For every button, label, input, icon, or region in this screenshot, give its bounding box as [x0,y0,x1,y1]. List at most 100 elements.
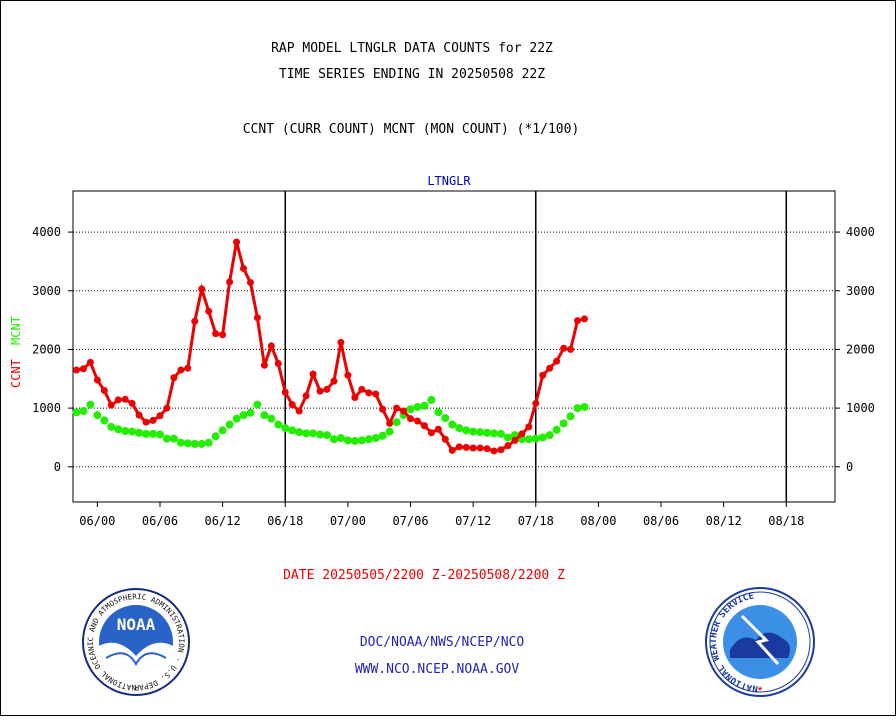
data-point-ccnt [580,315,588,323]
xtick-label: 06/00 [79,514,115,528]
data-point-ccnt [177,366,185,374]
data-point-mcnt [79,407,88,416]
data-point-ccnt [525,423,533,431]
tick-layer: 0 0 1000 1000 2000 2000 3000 3000 4000 4000 06/00 0… [32,225,875,528]
data-point-mcnt [114,425,123,434]
data-point-mcnt [392,418,401,427]
data-point-mcnt [190,439,199,448]
data-point-mcnt [246,408,255,417]
data-point-mcnt [524,435,533,444]
date-range: DATE 20250505/2200 Z-20250508/2200 Z [283,568,565,583]
data-point-mcnt [385,427,394,436]
xtick-label: 07/00 [330,514,366,528]
data-point-mcnt [371,434,380,443]
data-point-mcnt [204,438,213,447]
xtick-label: 08/06 [643,514,679,528]
data-point-mcnt [93,411,102,420]
ytick-label-left: 1000 [32,401,61,415]
data-point-ccnt [219,331,227,339]
data-point-ccnt [427,429,435,437]
data-point-mcnt [378,431,387,440]
data-point-ccnt [379,405,387,413]
data-point-ccnt [476,444,484,452]
data-point-ccnt [107,401,115,409]
data-point-ccnt [233,238,241,246]
data-point-ccnt [337,338,345,346]
xtick-label: 08/18 [768,514,804,528]
data-point-mcnt [155,430,164,439]
data-point-ccnt [511,436,519,444]
data-point-ccnt [532,399,540,407]
data-point-mcnt [580,402,589,411]
data-point-mcnt [552,425,561,434]
data-point-mcnt [329,435,338,444]
data-point-ccnt [316,387,324,395]
xtick-label: 06/12 [205,514,241,528]
data-point-mcnt [559,419,568,428]
data-point-ccnt [191,317,199,325]
data-point-ccnt [483,445,491,453]
data-point-mcnt [142,429,151,438]
data-point-mcnt [302,429,311,438]
data-point-mcnt [253,400,262,409]
data-point-mcnt [169,434,178,443]
data-point-mcnt [162,434,171,443]
data-point-ccnt [365,389,373,397]
data-point-mcnt [434,408,443,417]
data-point-ccnt [490,447,498,455]
data-point-mcnt [531,434,540,443]
data-point-ccnt [567,345,575,353]
data-point-mcnt [225,420,234,429]
ytick-label-left: 4000 [32,225,61,239]
ylabel-ccnt: CCNT [9,359,23,388]
data-point-ccnt [198,285,206,293]
data-point-mcnt [121,426,130,435]
data-point-ccnt [434,425,442,433]
chart-subtitle: CCNT (CURR COUNT) MCNT (MON COUNT) (*1/1… [243,122,580,137]
data-point-mcnt [483,428,492,437]
xtick-label: 08/12 [706,514,742,528]
data-point-ccnt [413,417,421,425]
url-line: WWW.NCO.NCEP.NOAA.GOV [355,662,520,677]
data-point-ccnt [121,395,129,403]
data-point-ccnt [455,443,463,451]
data-point-ccnt [274,360,282,368]
data-point-ccnt [100,387,108,395]
data-point-mcnt [455,424,464,433]
ytick-label-left: 3000 [32,284,61,298]
plot-area [72,190,836,503]
data-point-ccnt [163,404,171,412]
data-point-ccnt [260,361,268,369]
data-point-mcnt [197,439,206,448]
xtick-label: 06/06 [142,514,178,528]
data-point-mcnt [538,433,547,442]
data-point-ccnt [330,377,338,385]
data-point-mcnt [239,411,248,420]
data-point-ccnt [288,401,296,409]
data-point-ccnt [302,392,310,400]
xtick-label: 08/00 [580,514,616,528]
data-point-mcnt [176,438,185,447]
ylabel-mcnt: MCNT [9,316,23,345]
data-point-mcnt [448,420,457,429]
data-point-ccnt [128,399,136,407]
data-point-mcnt [316,430,325,439]
data-point-ccnt [212,330,220,338]
data-point-mcnt [566,412,575,421]
data-point-mcnt [274,420,283,429]
data-point-ccnt [309,370,317,378]
data-point-ccnt [142,418,150,426]
data-point-ccnt [156,412,164,420]
data-point-mcnt [469,427,478,436]
data-point-mcnt [420,401,429,410]
data-point-mcnt [183,439,192,448]
chart-title-line2: TIME SERIES ENDING IN 20250508 22Z [279,67,545,82]
data-point-mcnt [135,428,144,437]
data-point-ccnt [553,357,561,365]
org-line: DOC/NOAA/NWS/NCEP/NCO [360,635,525,650]
nws-logo: NATIONAL WEATHER SERVICE ★ [705,587,815,697]
ytick-label-right: 0 [846,460,853,474]
series-ccnt [72,238,588,455]
